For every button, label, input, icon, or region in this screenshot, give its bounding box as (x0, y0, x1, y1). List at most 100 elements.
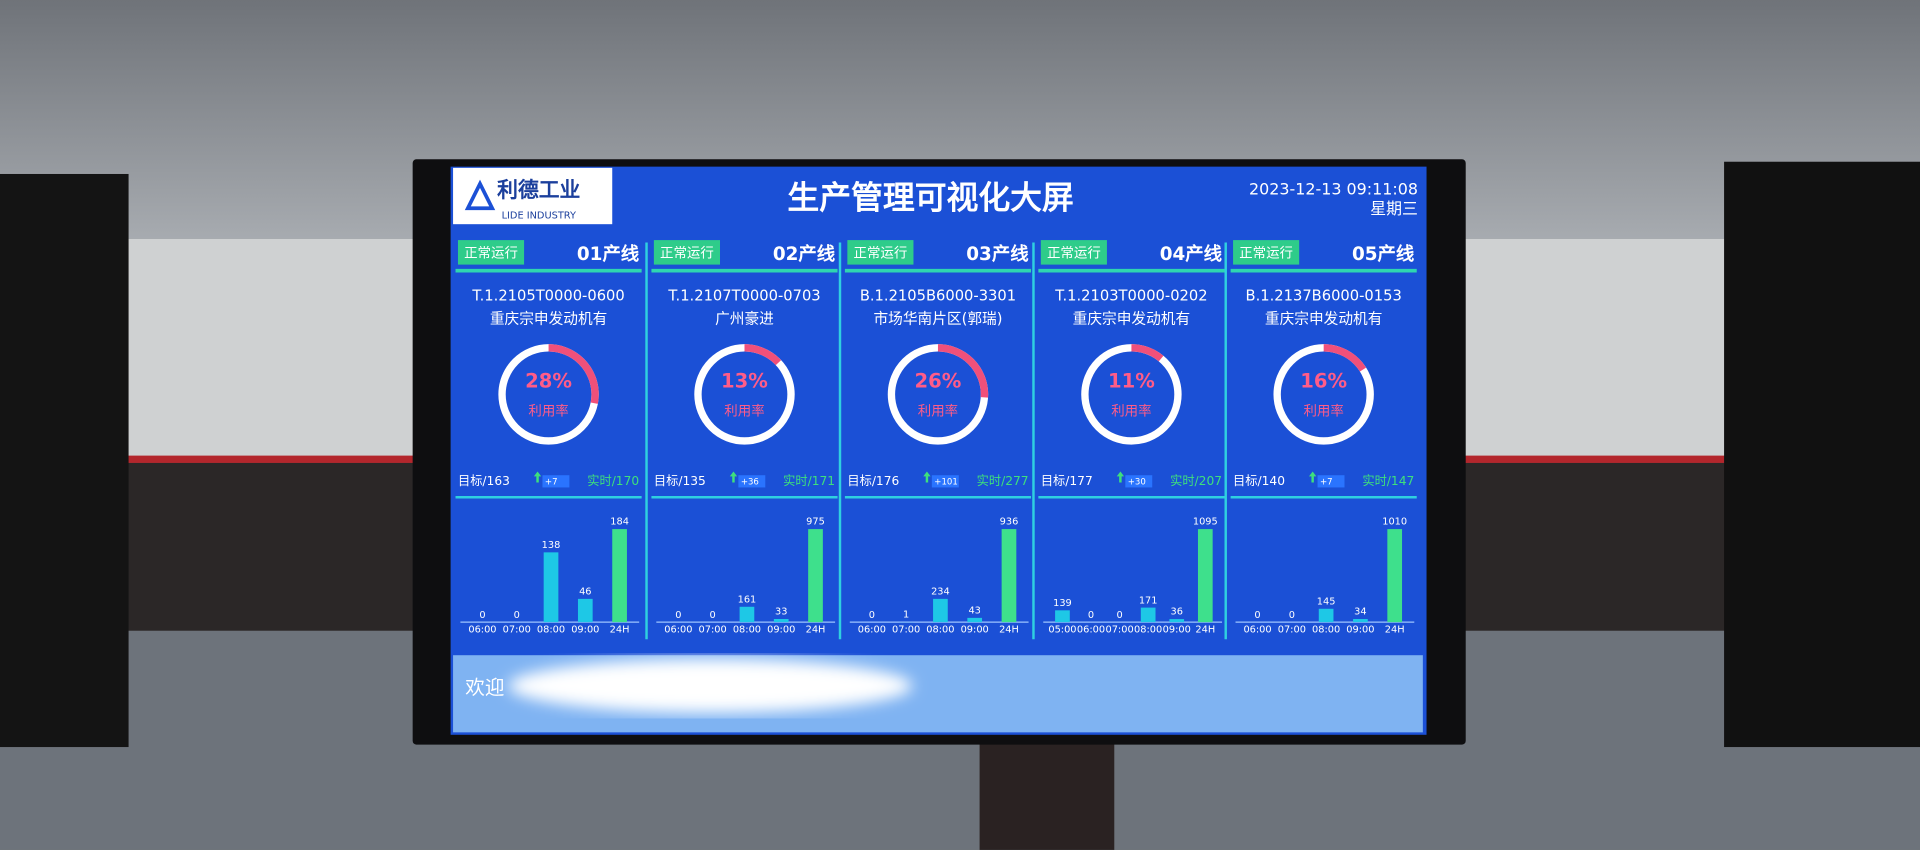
bar-value: 975 (806, 517, 825, 528)
utilization-caption: 利用率 (918, 403, 958, 420)
delta-box (738, 475, 766, 488)
x-tick-label: 24H (1195, 624, 1215, 635)
bar-value: 0 (479, 610, 485, 621)
order-code: T.1.2105T0000-0600 (471, 287, 624, 304)
bar-value: 36 (1171, 607, 1183, 618)
datetime: 2023-12-13 09:11:08 (1249, 179, 1418, 198)
status: 正常运行 (660, 246, 714, 262)
status-badge (457, 240, 525, 265)
delta: +101 (934, 477, 958, 487)
delta: +30 (1128, 477, 1146, 487)
bar (1140, 607, 1156, 623)
right-tv (1724, 161, 1920, 748)
delta: +36 (741, 477, 759, 487)
bar (1197, 529, 1213, 623)
x-tick-label: 07:00 (892, 624, 920, 635)
bar (543, 552, 559, 623)
utilization: 28% (525, 370, 572, 393)
line-name: 02产线 (773, 243, 836, 265)
x-tick-label: 08:00 (537, 624, 565, 635)
bar (1001, 529, 1017, 623)
target: 目标/140 (1233, 474, 1285, 488)
x-tick-label: 06:00 (858, 624, 886, 635)
x-tick-label: 06:00 (468, 624, 496, 635)
x-tick-label: 08:00 (733, 624, 761, 635)
left-tv (0, 173, 129, 748)
x-tick-label: 09:00 (1346, 624, 1374, 635)
bar-value: 43 (968, 606, 980, 617)
bar (577, 598, 593, 623)
customer: 市场华南片区(郭瑞) (873, 311, 1002, 328)
bar-value: 145 (1317, 596, 1336, 607)
x-tick-label: 05:00 (1048, 624, 1076, 635)
x-tick-label: 06:00 (664, 624, 692, 635)
customer: 广州豪进 (715, 311, 774, 328)
bar (739, 606, 755, 623)
up-arrow (729, 471, 738, 483)
bar (612, 529, 627, 623)
bar (967, 617, 983, 623)
utilization-caption: 利用率 (1111, 403, 1151, 420)
actual: 实时/277 (977, 473, 1029, 488)
target: 目标/135 (654, 474, 706, 488)
blur-mask (508, 658, 913, 713)
x-tick-label: 09:00 (571, 624, 599, 635)
customer: 重庆宗申发动机有 (490, 310, 608, 328)
utilization: 13% (721, 370, 768, 393)
target: 目标/176 (847, 474, 899, 488)
x-tick-label: 24H (610, 624, 630, 635)
delta-box (542, 475, 570, 488)
up-arrow (533, 471, 542, 483)
bar-value: 33 (775, 607, 787, 618)
gauge-arc (498, 344, 599, 445)
x-tick-label: 24H (806, 624, 826, 635)
gauge-arc (1081, 344, 1182, 445)
bar-value: 1 (903, 610, 909, 621)
x-tick-label: 06:00 (1243, 624, 1271, 635)
delta-box (931, 475, 959, 488)
bar (1318, 608, 1334, 623)
order-code: B.1.2105B6000-3301 (860, 287, 1016, 304)
actual: 实时/207 (1170, 473, 1222, 488)
target: 目标/163 (458, 474, 510, 488)
x-tick-label: 06:00 (1077, 624, 1105, 635)
bar-value: 184 (610, 517, 629, 528)
status: 正常运行 (464, 246, 518, 262)
bar-value: 0 (1116, 610, 1122, 621)
x-tick-label: 08:00 (1134, 624, 1162, 635)
x-tick-label: 09:00 (767, 624, 795, 635)
up-arrow (1308, 471, 1317, 483)
x-tick-label: 07:00 (1105, 624, 1133, 635)
bar (1169, 619, 1185, 623)
delta-box (1317, 475, 1345, 488)
utilization-caption: 利用率 (1303, 403, 1343, 420)
order-code: B.1.2137B6000-0153 (1246, 287, 1402, 304)
gauge-arc (887, 344, 989, 445)
pillar (979, 742, 1115, 850)
x-tick-label: 09:00 (1163, 624, 1191, 635)
bar-value: 161 (738, 594, 757, 605)
order-code: T.1.2103T0000-0202 (1054, 287, 1207, 304)
bar-value: 138 (542, 540, 561, 551)
bar-value: 0 (710, 610, 716, 621)
x-tick-label: 08:00 (1312, 624, 1340, 635)
x-tick-label: 08:00 (926, 624, 954, 635)
bar-value: 1010 (1382, 517, 1407, 528)
line-name: 05产线 (1352, 243, 1415, 265)
status: 正常运行 (1239, 246, 1293, 262)
delta-box (1125, 475, 1153, 488)
utilization: 11% (1108, 370, 1155, 393)
x-tick-label: 07:00 (1278, 624, 1306, 635)
status-badge (1040, 240, 1107, 265)
weekday: 星期三 (1370, 199, 1418, 218)
actual: 实时/170 (587, 473, 639, 488)
bar-value: 0 (1088, 610, 1094, 621)
logo-text: 利德工业 (497, 178, 580, 202)
panels: 正常运行 01产线 T.1.2105T0000-0600 重庆宗申发动机有 28% 利用率… (455, 240, 1417, 640)
bar-value: 46 (579, 587, 591, 598)
bar (1353, 619, 1368, 623)
up-arrow (1116, 471, 1125, 483)
bar-value: 0 (675, 610, 681, 621)
up-arrow (923, 471, 931, 483)
